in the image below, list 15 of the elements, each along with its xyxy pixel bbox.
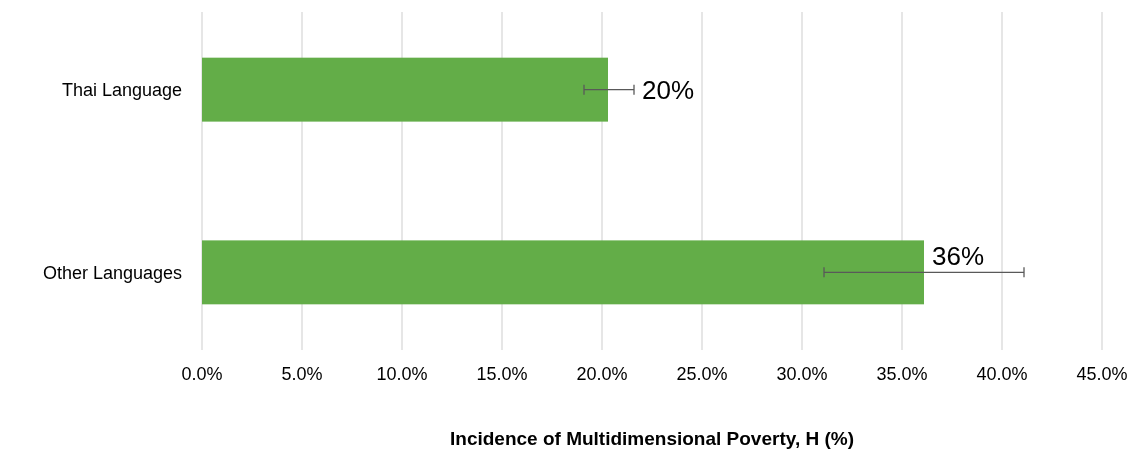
x-tick-label: 40.0% — [976, 364, 1028, 384]
x-tick-label: 0.0% — [181, 364, 223, 384]
x-tick-label: 25.0% — [676, 364, 728, 384]
data-label: 36% — [932, 241, 985, 272]
x-axis-title: Incidence of Multidimensional Poverty, H (%) — [450, 428, 854, 449]
x-tick-label: 45.0% — [1076, 364, 1128, 384]
y-tick-label: Other Languages — [42, 262, 182, 283]
x-tick-label: 15.0% — [476, 364, 528, 384]
x-tick-label: 5.0% — [281, 364, 323, 384]
data-label: 20% — [642, 74, 695, 105]
x-tick-label: 10.0% — [376, 364, 428, 384]
y-tick-label: Thai Language — [61, 79, 182, 100]
x-tick-label: 35.0% — [876, 364, 928, 384]
x-tick-label: 30.0% — [776, 364, 828, 384]
x-tick-label: 20.0% — [576, 364, 628, 384]
